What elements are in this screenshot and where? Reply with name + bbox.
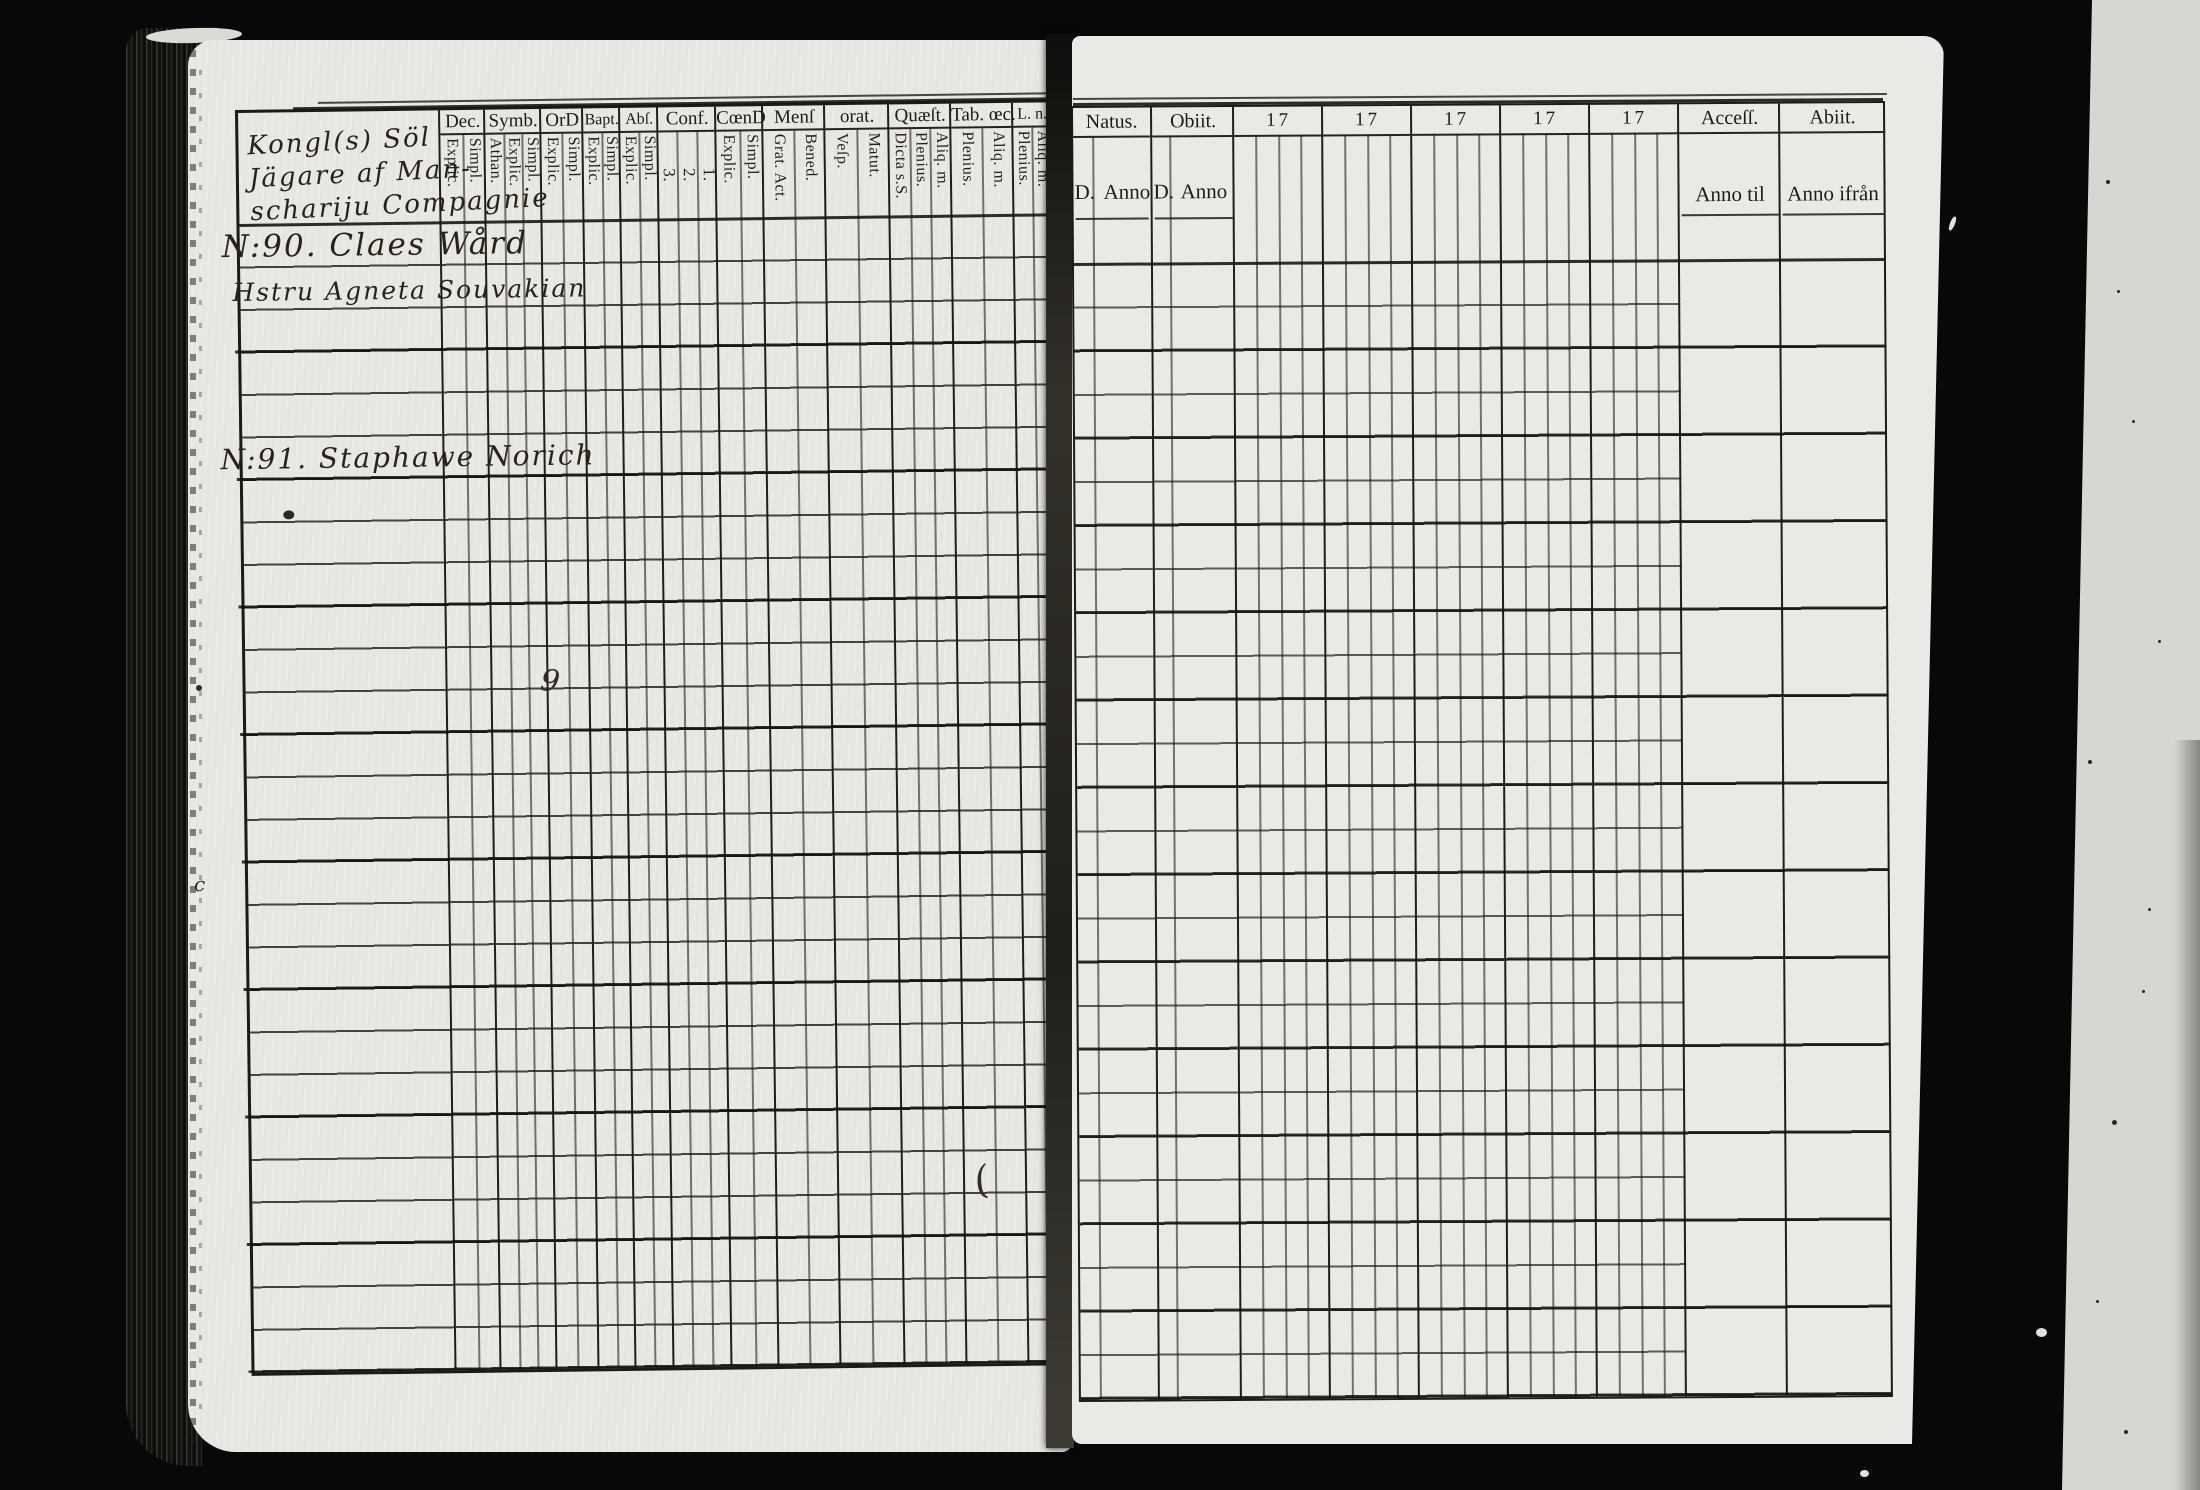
sub-header-rule (1154, 217, 1233, 220)
book-gutter (1046, 34, 1074, 1448)
scanner-strip-shadow (2174, 740, 2200, 1490)
sub-label: Explic. (543, 136, 562, 187)
column-label: Menſ (762, 105, 826, 132)
register-entry: N:90. Claes Wård (221, 225, 529, 266)
sub-header-rule (1681, 213, 1779, 217)
film-speck (2142, 990, 2145, 993)
ink-speck (196, 685, 202, 691)
column-label: Abiit. (1779, 103, 1886, 134)
right-page: Natus. D. Anno Obiit. D. Anno 17 17 17 17 17 Acceſſ… (1072, 36, 1944, 1444)
sub-slot: Explic. (620, 133, 640, 221)
sub-label: Dicta s.S. (891, 132, 910, 200)
column-label: CœnD (715, 106, 766, 132)
sub-label-zone: Dicta s.S. Plenius. Aliq. m. (889, 129, 952, 218)
film-speck (2036, 1328, 2047, 1337)
left-page: c Kongl(s) Söl Jägare af Man- schariju C… (188, 40, 1072, 1452)
sub-label: Aliq. m. (989, 130, 1008, 189)
column-label: Natus. (1073, 107, 1151, 138)
column-label: Tab. œc. (950, 102, 1016, 129)
column-label: OrD (541, 108, 584, 134)
company-heading: Kongl(s) Söl Jägare af Man- schariju Com… (247, 121, 551, 229)
sub-label: Plenius. (958, 131, 977, 187)
sub-label: Aliq. m. (933, 131, 951, 189)
film-speck (2106, 180, 2110, 184)
sub-label: Simpl. (564, 136, 583, 182)
sub-label: Plenius. (912, 131, 931, 188)
sub-slot: Bened. (794, 130, 826, 218)
film-speck (1860, 1470, 1869, 1477)
film-speck (2124, 1430, 2128, 1434)
film-speck (2148, 908, 2151, 911)
sub-label: Explic. (621, 135, 640, 186)
sub-slot: Explic. (716, 131, 741, 219)
sub-slot: Veſp. (825, 130, 858, 218)
column-label: Acceſſ. (1679, 103, 1781, 135)
sub-label: Explic. (443, 138, 462, 188)
film-speck (2158, 640, 2161, 643)
column-label: Obiit. (1152, 107, 1235, 138)
column-label: Quæſt. (888, 103, 952, 130)
column-label: 17 (1501, 104, 1591, 136)
right-table: Natus. D. Anno Obiit. D. Anno 17 17 17 17 17 Acceſſ… (1072, 93, 1893, 1402)
sub-label: Veſp. (833, 132, 851, 169)
sub-label: Bened. (801, 133, 820, 182)
sub-label: Matut. (865, 132, 883, 178)
sub-slot: Grat. Act. (763, 131, 795, 219)
sub-label-zone: Athan. Explic. Simpl. (485, 134, 542, 223)
column-label: Dec. (440, 109, 486, 136)
sub-label: Simpl. (743, 134, 762, 180)
sub-label: Plenius. (1014, 130, 1033, 186)
film-speck (2096, 1300, 2099, 1303)
register-entry: Hstru Agneta Souvakian (232, 273, 587, 308)
column-label: 17 (1323, 105, 1413, 137)
sub-slot: Matut. (857, 129, 890, 217)
sub-slot: Explic. (440, 135, 464, 223)
sub-label: Explic. (505, 137, 524, 187)
register-entry: N:91. Staphawe Norich (220, 438, 596, 477)
film-speck (1947, 215, 1958, 232)
sub-slot: Dicta s.S. (889, 129, 911, 217)
sub-label: Grat. Act. (770, 133, 789, 202)
sub-header-rule (1075, 217, 1149, 220)
sub-label: Simpl. (466, 137, 484, 184)
film-speck (2132, 420, 2135, 423)
column-label: orat. (824, 104, 890, 131)
sub-slot: Explic. (541, 134, 563, 222)
page-edge-streak (199, 70, 202, 1412)
sub-slot: Plenius. (1013, 128, 1033, 216)
left-table: Kongl(s) Söl Jägare af Man- schariju Com… (220, 92, 1069, 1376)
anno-sub-label: Anno (1180, 179, 1228, 204)
column-label: Abſ. (620, 107, 659, 133)
column-label: Symb. (485, 108, 542, 135)
sub-label: Explic. (720, 134, 738, 184)
sub-slot: Plenius. (910, 129, 932, 217)
column-label: 17 (1590, 104, 1680, 135)
column-label: Conf. (658, 106, 717, 133)
sub-label: Explic. (584, 136, 603, 186)
column-label: 17 (1412, 105, 1502, 136)
sub-slot: Plenius. (951, 128, 983, 216)
film-speck (2117, 290, 2120, 293)
group-rules (233, 215, 1066, 1373)
anno-sub-label: Anno til (1695, 181, 1765, 207)
page-edge-streak (190, 50, 196, 1442)
anno-sub-label: Anno ifrån (1787, 181, 1879, 206)
column-label: Bapt. (583, 107, 621, 134)
sub-slot: Aliq. m. (982, 128, 1014, 216)
film-speck (2088, 760, 2092, 764)
sub-label: Athan. (486, 137, 505, 184)
column-label: 17 (1234, 106, 1324, 138)
group-rules (1073, 260, 1891, 1400)
film-speck (2112, 1120, 2117, 1125)
sub-header-rule (1782, 213, 1884, 216)
sub-label-zone: 3. 2. 1. (658, 132, 719, 221)
margin-ink-mark: c (194, 872, 206, 896)
anno-sub-label: Anno (1103, 179, 1151, 204)
